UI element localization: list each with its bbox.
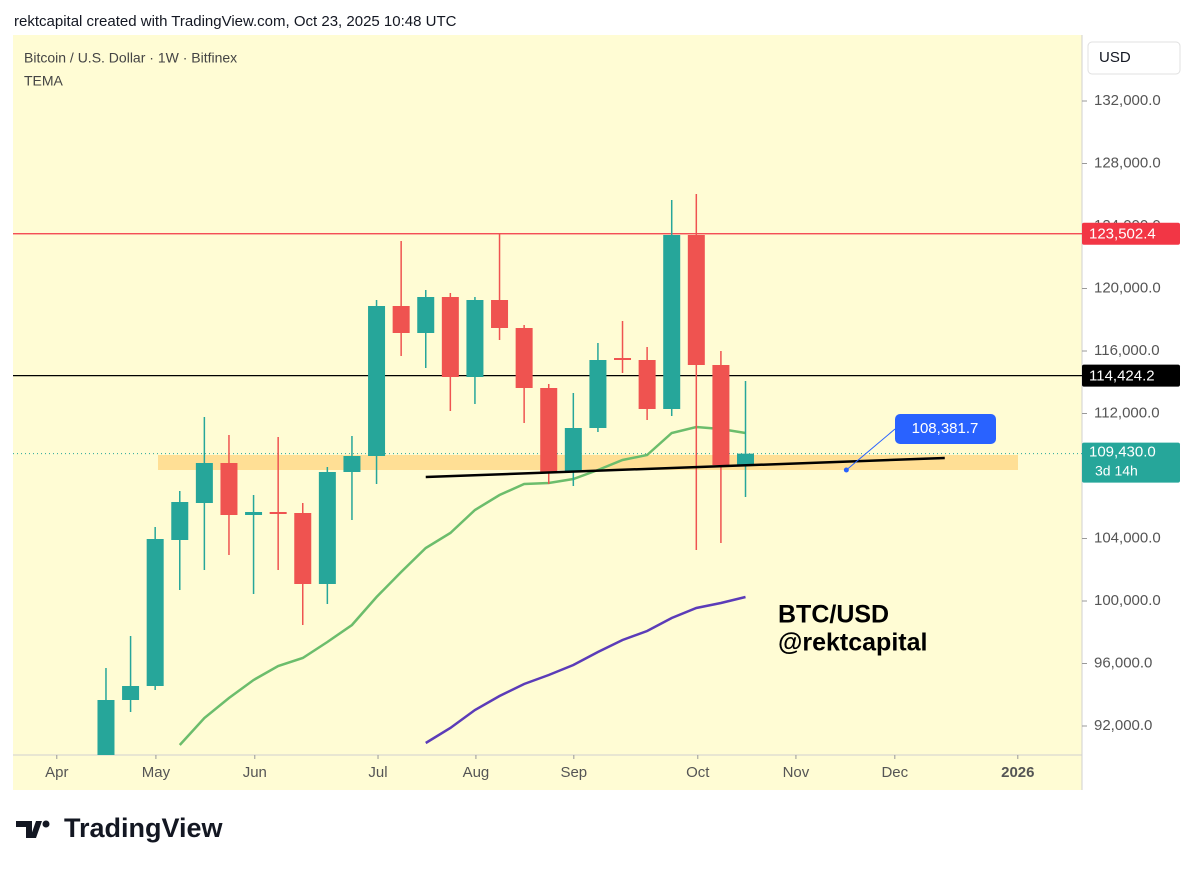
- last-price-label: 109,430.0: [1089, 444, 1156, 461]
- candle-body: [441, 297, 459, 377]
- candle-body: [515, 328, 533, 388]
- y-tick-label: 128,000.0: [1094, 154, 1161, 171]
- y-tick-label: 100,000.0: [1094, 592, 1161, 609]
- candle-body: [687, 235, 705, 365]
- candle-body: [269, 512, 287, 514]
- callout-pointer: [846, 428, 896, 471]
- candle-body: [171, 502, 189, 540]
- candle-body: [343, 456, 361, 472]
- x-tick-label: Jul: [368, 764, 387, 781]
- candle-body: [540, 388, 558, 472]
- indicator-line: [425, 595, 746, 745]
- price-axis-background: [1082, 35, 1188, 790]
- x-tick-label: May: [142, 764, 171, 781]
- watermark: @rektcapital: [778, 629, 927, 657]
- indicator-line: [178, 425, 746, 746]
- y-tick-label: 92,000.0: [1094, 717, 1152, 734]
- logo: TradingView: [16, 813, 224, 843]
- candle-body: [245, 512, 263, 515]
- callout-point: [843, 467, 849, 473]
- currency-box[interactable]: [1087, 41, 1181, 75]
- watermark: BTC/USD: [778, 601, 889, 629]
- x-tick-label: Sep: [560, 764, 587, 781]
- y-tick-label: 116,000.0: [1094, 342, 1160, 359]
- candle-body: [589, 360, 607, 428]
- candle-body: [195, 463, 213, 503]
- candle-body: [491, 300, 509, 328]
- brand: TradingView: [64, 813, 224, 843]
- x-tick-label: Jun: [243, 764, 267, 781]
- callout-box: [895, 414, 996, 444]
- candle-body: [122, 686, 140, 700]
- y-tick-label: 120,000.0: [1094, 279, 1161, 296]
- x-tick-label: Aug: [463, 764, 490, 781]
- candle-body: [97, 700, 115, 755]
- trendline: [425, 456, 945, 479]
- x-tick-label: Dec: [881, 764, 908, 781]
- logo-mark: [16, 821, 42, 838]
- y-tick-label: 112,000.0: [1094, 404, 1160, 421]
- y-tick-label: 104,000.0: [1094, 529, 1161, 546]
- candle-body: [294, 513, 312, 584]
- candle-body: [146, 539, 164, 686]
- candle-body: [737, 453, 755, 465]
- price-label: 123,502.4: [1089, 226, 1156, 243]
- x-tick-label: Apr: [45, 764, 68, 781]
- currency: USD: [1099, 49, 1131, 66]
- countdown: 3d 14h: [1095, 462, 1138, 478]
- price-label: 114,424.2: [1089, 368, 1155, 385]
- candle-body: [638, 360, 656, 409]
- y-tick-label: 132,000.0: [1094, 92, 1161, 109]
- y-tick-label: 96,000.0: [1094, 654, 1152, 671]
- x-tick-label: 2026: [1001, 764, 1034, 781]
- candle-body: [712, 365, 730, 465]
- candle-body: [663, 235, 681, 409]
- last-price-box: [1082, 442, 1180, 483]
- callout-label: 108,381.7: [912, 420, 979, 437]
- candle-body: [614, 358, 632, 360]
- chart-title: Bitcoin / U.S. Dollar · 1W · Bitfinex: [24, 50, 237, 66]
- x-tick-label: Oct: [686, 764, 710, 781]
- x-tick-label: Nov: [783, 764, 810, 781]
- candle-body: [417, 297, 435, 333]
- plot: [13, 194, 1082, 755]
- logo-dot: [42, 820, 50, 828]
- candle-body: [368, 306, 386, 456]
- candle-body: [318, 472, 336, 584]
- indicator-name: TEMA: [24, 73, 64, 89]
- candle-body: [220, 463, 238, 515]
- candle-body: [466, 300, 484, 377]
- candle-body: [392, 306, 410, 333]
- support-zone: [158, 455, 1018, 470]
- header: rektcapital created with TradingView.com…: [14, 13, 457, 30]
- candle-body: [564, 428, 582, 472]
- price-label-box: [1082, 222, 1180, 245]
- price-label-box: [1082, 364, 1180, 387]
